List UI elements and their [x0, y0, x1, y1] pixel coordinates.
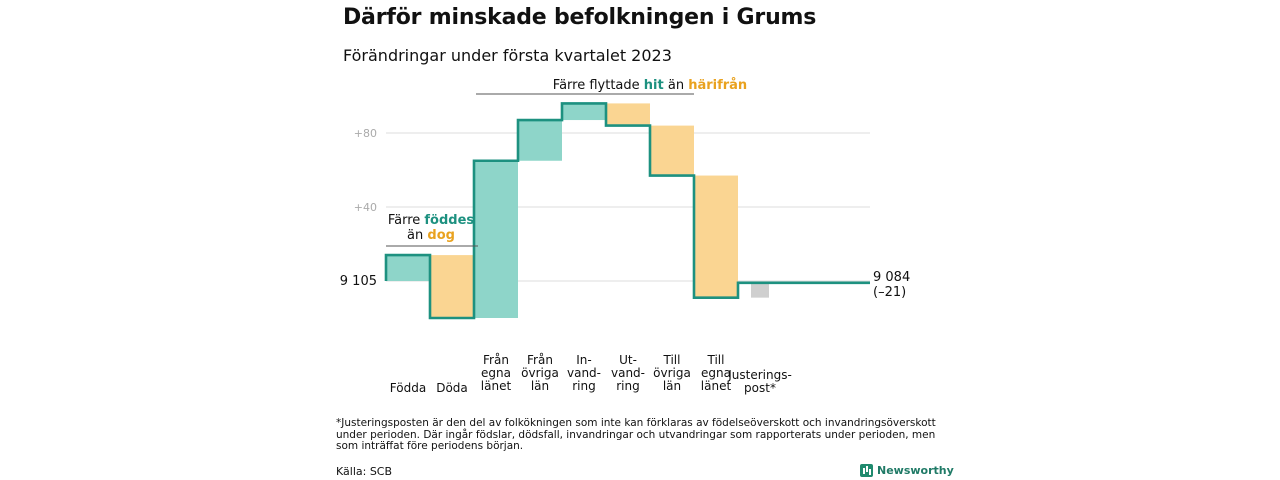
annotation-migration: Färre flyttade hit än härifrån: [553, 78, 747, 93]
bar-out: [430, 255, 474, 318]
category-label: Justerings-: [727, 368, 792, 382]
category-label: vand-: [611, 366, 645, 380]
footnote: *Justeringsposten är den del av folkökni…: [336, 417, 936, 452]
newsworthy-logo-icon: [860, 464, 873, 477]
bar-out: [650, 125, 694, 176]
category-label: övriga: [653, 366, 691, 380]
bar-in: [474, 160, 518, 318]
category-label: vand-: [567, 366, 601, 380]
category-label: Döda: [436, 381, 468, 395]
start-value-label: 9 105: [340, 274, 377, 289]
category-label: Födda: [390, 381, 426, 395]
end-value-label: 9 084: [873, 270, 910, 285]
category-label: Från: [527, 353, 553, 367]
category-label: Till: [663, 353, 681, 367]
bar-out: [694, 175, 738, 298]
bar-in: [518, 120, 562, 161]
category-label: post*: [744, 381, 776, 395]
bar-in: [386, 255, 430, 281]
category-label: egna: [701, 366, 731, 380]
y-tick-label: +40: [354, 201, 377, 214]
annotation-births-line2: än dog: [407, 228, 455, 243]
waterfall-step-line: [384, 102, 870, 320]
category-label: Från: [483, 353, 509, 367]
category-label: länet: [701, 379, 732, 393]
brand-logo: Newsworthy: [860, 464, 954, 477]
end-change-label: (–21): [873, 285, 906, 300]
chart-title: Därför minskade befolkningen i Grums: [343, 5, 817, 30]
category-label: län: [663, 379, 681, 393]
category-label: Ut-: [619, 353, 637, 367]
category-label: övriga: [521, 366, 559, 380]
bar-out: [606, 103, 650, 126]
category-label: egna: [481, 366, 511, 380]
brand-name: Newsworthy: [877, 464, 954, 477]
y-tick-label: +80: [354, 127, 377, 140]
category-label: län: [531, 379, 549, 393]
bar-adjust: [751, 282, 769, 298]
source-label: Källa: SCB: [336, 465, 393, 478]
category-label: Till: [707, 353, 725, 367]
annotation-births-line1: Färre föddes: [388, 213, 475, 228]
category-label: In-: [576, 353, 591, 367]
bar-in: [562, 103, 606, 121]
chart-subtitle: Förändringar under första kvartalet 2023: [343, 46, 672, 65]
category-label: länet: [481, 379, 512, 393]
category-label: ring: [616, 379, 640, 393]
category-label: ring: [572, 379, 596, 393]
